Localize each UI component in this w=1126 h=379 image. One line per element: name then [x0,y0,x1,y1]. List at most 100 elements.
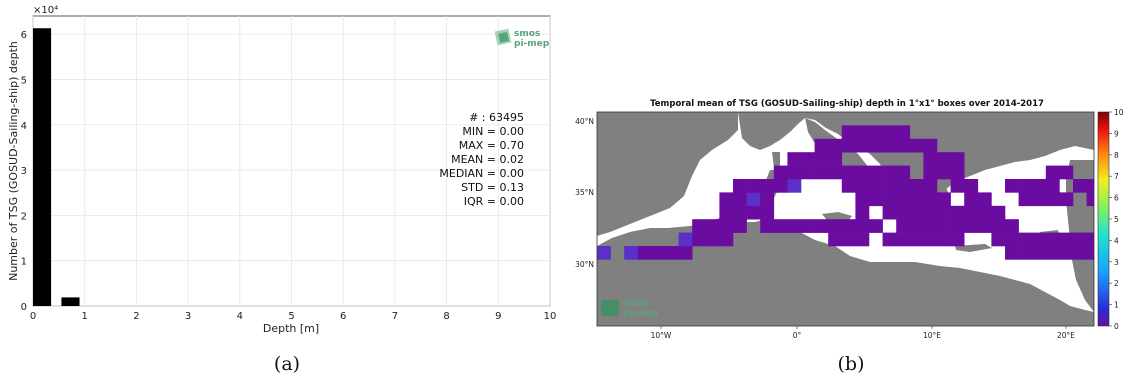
map-cell [801,165,815,180]
map-cell [1086,246,1094,260]
map-cell [869,219,883,233]
map-y-tick-label: 40°N [575,117,594,126]
y-axis-label: Number of TSG (GOSUD-Sailing-ship) depth [7,41,20,281]
map-cell [787,152,802,166]
map-cell [1045,246,1060,260]
map-cell [991,232,1006,247]
map-cell [841,232,856,247]
map-panel: Temporal mean of TSG (GOSUD-Sailing-ship… [575,99,1124,340]
map-cell [937,192,951,207]
map-cell [950,165,965,180]
map-cell [923,219,938,233]
colorbar-tick-label: 9 [1114,129,1119,138]
map-cell [896,179,911,193]
x-tick-label: 6 [340,311,346,322]
map-cell [923,165,938,180]
colorbar-tick-label: 7 [1114,172,1119,181]
map-cell [814,138,829,153]
map-cell [705,219,720,233]
map-cell [1073,246,1087,260]
map-cell [733,179,747,193]
map-cell [923,138,938,153]
map-y-ticks: 40°N 35°N 30°N [575,117,594,269]
map-cell [909,179,924,193]
land-corsica [772,152,780,168]
map-cell [937,219,951,233]
map-cell [719,192,734,207]
colorbar-tick-label: 1 [1114,301,1119,310]
map-cell [909,205,924,220]
map-x-ticks: 10°W 0° 10°E 20°E [651,326,1075,340]
map-cell [950,219,965,233]
map-cell [869,138,883,153]
map-cell [692,219,707,233]
map-cell [1073,232,1087,247]
map-cell [828,152,843,166]
histogram-bars [33,28,80,306]
land-europe [738,112,1094,214]
map-cell [828,138,843,153]
stat-line: MIN = 0.00 [462,125,524,138]
map-cell [760,192,775,207]
map-cell [814,152,829,166]
map-cell [896,138,911,153]
map-cell [828,232,843,247]
map-cell [923,205,938,220]
map-cells [597,125,1094,260]
x-axis-label: Depth [m] [263,322,319,335]
map-cell [937,165,951,180]
map-cell [746,205,761,220]
map-cell [896,205,911,220]
logo-text-pimep: pi-mep [514,39,550,49]
caption-b: (b) [838,353,865,375]
map-cell [977,205,992,220]
map-cell [869,165,883,180]
map-cell [950,205,965,220]
map-cell [923,232,938,247]
map-cell [1018,246,1033,260]
x-tick-label: 9 [495,311,501,322]
map-cell [801,219,815,233]
map-cell [733,192,747,207]
map-cell [814,219,829,233]
map-cell [1059,232,1074,247]
map-cell [841,165,856,180]
map-cell [665,246,679,260]
map-cell [1045,165,1060,180]
map-cell [855,219,870,233]
map-cell [1059,192,1074,207]
map-cell [882,165,897,180]
map-cell [896,232,911,247]
y-exponent-label: ×10⁴ [33,5,58,16]
map-cell [977,219,992,233]
map-cell [1086,179,1094,193]
map-cell [923,179,938,193]
map-cell [637,246,652,260]
map-cell [855,179,870,193]
map-cell [733,205,747,220]
map-cell [964,219,979,233]
map-cell [896,219,911,233]
map-cell [678,232,693,247]
map-cell [1018,179,1033,193]
x-tick-label: 0 [30,311,36,322]
map-cell [855,125,870,140]
histogram-panel: 0 1 2 3 4 5 6 7 8 9 10 0 1 2 3 4 5 6 ×10⁴ Depth [m] Numb… [7,5,556,335]
logo-text-smos: smos [514,29,540,39]
map-cell [937,205,951,220]
colorbar-tick-label: 10 [1114,108,1124,117]
colorbar [1097,111,1110,327]
y-tick-label: 2 [21,211,27,222]
colorbar-tick-label: 0 [1114,322,1119,331]
map-cell [814,165,829,180]
map-cell [937,232,951,247]
map-frame [596,111,1095,327]
stat-line: MEAN = 0.02 [451,153,524,166]
map-cell [882,179,897,193]
histogram-bar [61,297,80,306]
stat-line: MAX = 0.70 [459,139,524,152]
map-cell [841,179,856,193]
